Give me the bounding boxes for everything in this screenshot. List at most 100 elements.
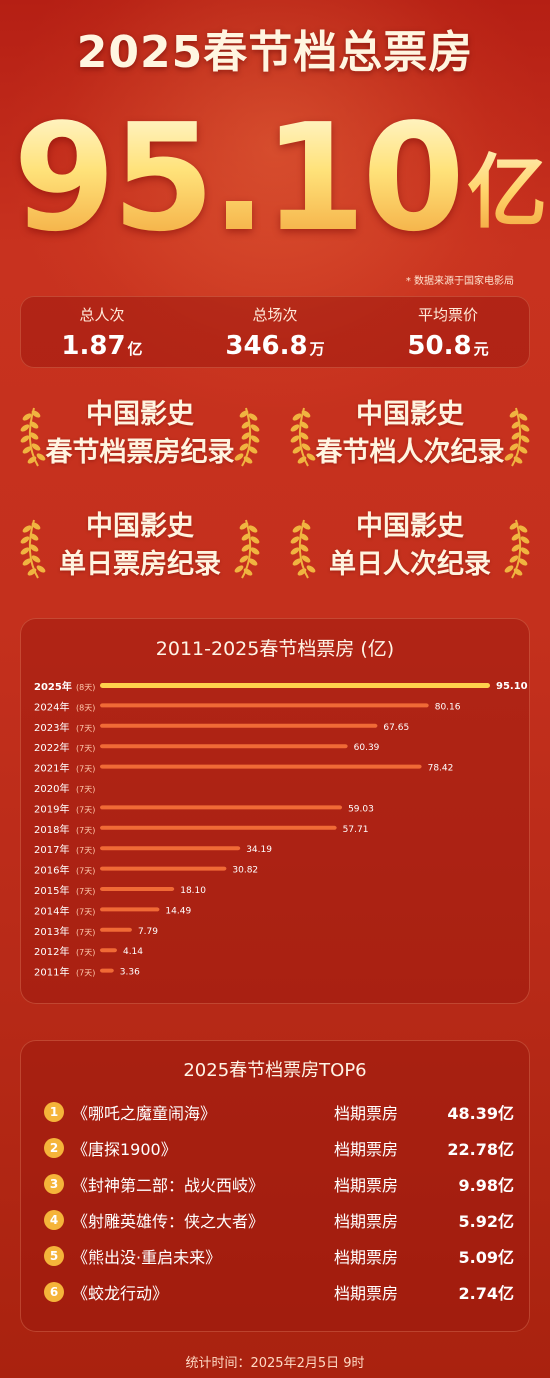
stat-label: 平均票价 [418, 305, 479, 324]
box-office-label: 档期票房 [334, 1140, 399, 1159]
bar [100, 927, 132, 932]
stat-average-price: 平均票价 50.8 元 [407, 304, 488, 361]
top6-title: 2025春节档票房TOP6 [183, 1060, 367, 1081]
days-label: (7天) [76, 846, 95, 855]
days-label: (7天) [76, 826, 95, 835]
data-label: 14.49 [165, 906, 191, 916]
records-section: 中国影史 春节档票房纪录 中国影史 春节档人次纪录 中国影史 单日票房纪录 中国… [20, 388, 530, 598]
days-label: (7天) [76, 765, 95, 774]
stat-screenings: 总场次 346.8 万 [225, 304, 324, 361]
bar [100, 968, 114, 973]
laurel-left-icon [20, 407, 46, 467]
stats-bar: 总人次 1.87 亿 总场次 346.8 万 平均票价 50.8 元 [20, 296, 530, 368]
movie-title: 《蛟龙行动》 [72, 1284, 169, 1303]
category-label: 2011年 [34, 966, 69, 979]
box-office-bar-chart: 2025年 (8天) 95.10 2024年 (8天) 80.16 2023年 (7天) 67.… [34, 680, 528, 979]
record-line-2: 春节档票房纪录 [45, 437, 235, 468]
data-label: 4.14 [123, 947, 143, 957]
data-label: 7.79 [138, 927, 158, 937]
stat-label: 总场次 [252, 305, 298, 324]
laurel-right-icon [504, 407, 530, 467]
rank-badge: 1 [44, 1102, 64, 1122]
list-item: 2 《唐探1900》 档期票房 22.78亿 [44, 1132, 514, 1164]
days-label: (7天) [76, 887, 95, 896]
data-label: 3.36 [120, 968, 140, 978]
list-item: 5 《熊出没·重启未来》 档期票房 5.09亿 [44, 1240, 514, 1272]
data-label: 80.16 [435, 702, 461, 712]
bar [100, 805, 343, 810]
bar [100, 846, 241, 851]
box-office-label: 档期票房 [334, 1248, 399, 1267]
rank-badge: 6 [44, 1282, 64, 1302]
category-label: 2016年 [34, 864, 69, 877]
category-label: 2013年 [34, 925, 69, 938]
category-label: 2017年 [34, 843, 69, 856]
stat-value: 1.87 [61, 330, 126, 361]
days-label: (7天) [76, 948, 95, 957]
category-label: 2022年 [34, 741, 69, 754]
data-label: 78.42 [428, 764, 454, 774]
box-office-value: 5.92亿 [458, 1212, 514, 1231]
bar [100, 703, 429, 708]
laurel-left-icon [290, 519, 316, 579]
data-source-text: 数据来源于国家电影局 [414, 276, 514, 287]
days-label: (7天) [76, 867, 95, 876]
stats-timestamp: 统计时间：2025年2月5日 9时 [185, 1356, 365, 1371]
days-label: (7天) [76, 744, 95, 753]
bar [100, 744, 348, 749]
days-label: (8天) [76, 683, 95, 692]
category-label: 2012年 [34, 945, 69, 958]
record-line-1: 中国影史 [86, 399, 194, 430]
total-box-office-unit: 亿 [467, 128, 547, 244]
box-office-value: 48.39亿 [447, 1104, 514, 1123]
laurel-right-icon [234, 519, 260, 579]
box-office-chart-panel: 2011-2025春节档票房 (亿) 2025年 (8天) 95.10 2024年 (8… [20, 618, 530, 1004]
total-box-office: 95.10 亿 [13, 92, 547, 252]
stat-label: 总人次 [79, 305, 125, 324]
list-item: 6 《蛟龙行动》 档期票房 2.74亿 [44, 1276, 514, 1308]
movie-title: 《唐探1900》 [72, 1140, 177, 1159]
list-item: 4 《射雕英雄传：侠之大者》 档期票房 5.92亿 [44, 1204, 514, 1236]
stat-unit: 万 [309, 339, 325, 358]
bar [100, 683, 490, 688]
box-office-label: 档期票房 [334, 1212, 399, 1231]
record-line-1: 中国影史 [86, 511, 194, 542]
rank-badge: 2 [44, 1138, 64, 1158]
data-label: 18.10 [180, 886, 206, 896]
stat-value: 50.8 [407, 330, 472, 361]
days-label: (7天) [76, 724, 95, 733]
category-label: 2018年 [34, 823, 69, 836]
box-office-label: 档期票房 [334, 1176, 399, 1195]
record-badge: 中国影史 春节档票房纪录 [20, 388, 260, 480]
box-office-value: 2.74亿 [458, 1284, 514, 1303]
laurel-right-icon [504, 519, 530, 579]
data-source-note: * 数据来源于国家电影局 [406, 272, 514, 287]
laurel-right-icon [234, 407, 260, 467]
chart-title: 2011-2025春节档票房 (亿) [155, 638, 395, 660]
box-office-value: 9.98亿 [458, 1176, 514, 1195]
days-label: (7天) [76, 969, 95, 978]
category-label: 2019年 [34, 802, 69, 815]
data-label: 59.03 [348, 804, 374, 814]
category-label: 2023年 [34, 721, 69, 734]
days-label: (7天) [76, 805, 95, 814]
box-office-value: 5.09亿 [458, 1248, 514, 1267]
bar [100, 887, 175, 891]
bar [100, 825, 337, 830]
stat-unit: 元 [473, 339, 489, 358]
top6-panel: 2025春节档票房TOP6 1 《哪吒之魔童闹海》 档期票房 48.39亿 2 … [20, 1040, 530, 1332]
category-label: 2021年 [34, 762, 69, 775]
record-badge: 中国影史 单日人次纪录 [290, 500, 530, 592]
record-line-1: 中国影史 [356, 399, 464, 430]
days-label: (7天) [76, 928, 95, 937]
laurel-left-icon [20, 519, 46, 579]
laurel-left-icon [290, 407, 316, 467]
movie-title: 《哪吒之魔童闹海》 [72, 1104, 217, 1123]
record-badge: 中国影史 春节档人次纪录 [290, 388, 530, 480]
rank-badge: 3 [44, 1174, 64, 1194]
movie-title: 《射雕英雄传：侠之大者》 [72, 1212, 265, 1231]
bar [100, 948, 117, 953]
list-item: 1 《哪吒之魔童闹海》 档期票房 48.39亿 [44, 1096, 514, 1128]
category-label: 2025年 [34, 680, 72, 693]
record-badge: 中国影史 单日票房纪录 [20, 500, 260, 592]
